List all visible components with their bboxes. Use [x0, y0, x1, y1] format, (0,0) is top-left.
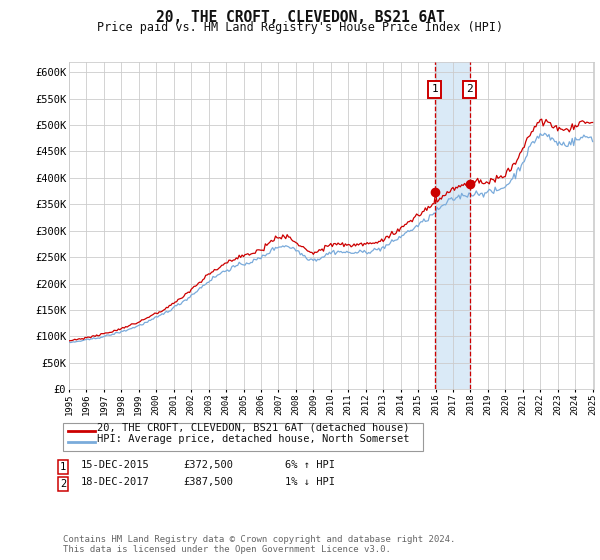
Text: 1: 1 [431, 85, 438, 95]
Text: £372,500: £372,500 [183, 460, 233, 470]
Text: Price paid vs. HM Land Registry's House Price Index (HPI): Price paid vs. HM Land Registry's House … [97, 21, 503, 34]
Text: 2: 2 [466, 85, 473, 95]
Text: 20, THE CROFT, CLEVEDON, BS21 6AT: 20, THE CROFT, CLEVEDON, BS21 6AT [155, 10, 445, 25]
Text: 18-DEC-2017: 18-DEC-2017 [81, 477, 150, 487]
Text: 15-DEC-2015: 15-DEC-2015 [81, 460, 150, 470]
Text: 1: 1 [60, 462, 66, 472]
Bar [435, 62, 470, 389]
Text: 20, THE CROFT, CLEVEDON, BS21 6AT (detached house): 20, THE CROFT, CLEVEDON, BS21 6AT (detac… [97, 423, 410, 433]
Text: Contains HM Land Registry data © Crown copyright and database right 2024.
This d: Contains HM Land Registry data © Crown c… [63, 535, 455, 554]
Text: £387,500: £387,500 [183, 477, 233, 487]
Text: 2: 2 [60, 479, 66, 489]
Text: 1% ↓ HPI: 1% ↓ HPI [285, 477, 335, 487]
Text: HPI: Average price, detached house, North Somerset: HPI: Average price, detached house, Nort… [97, 434, 410, 444]
Text: 6% ↑ HPI: 6% ↑ HPI [285, 460, 335, 470]
